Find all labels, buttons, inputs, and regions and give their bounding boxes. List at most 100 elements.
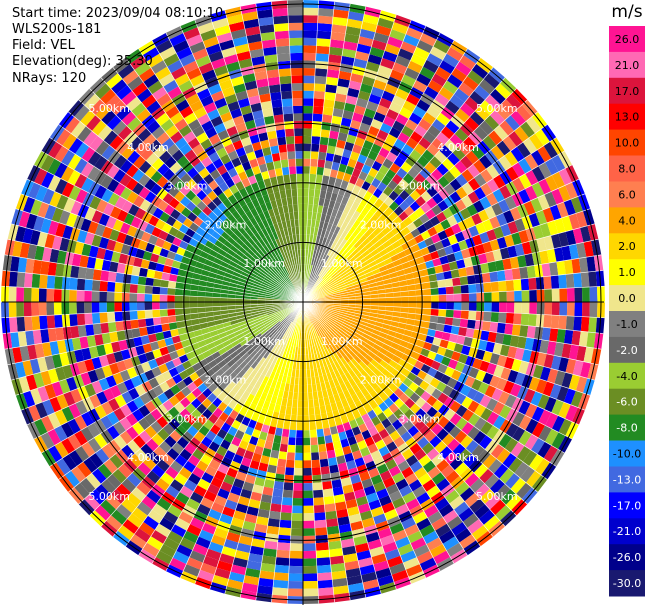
- ray-gate: [310, 282, 316, 290]
- ray-gate: [461, 302, 470, 311]
- ray-gate: [348, 326, 357, 333]
- ray-gate: [355, 97, 369, 109]
- ray-gate: [416, 39, 434, 54]
- ray-gate: [356, 222, 365, 232]
- ray-gate: [389, 69, 405, 82]
- ray-gate: [543, 276, 552, 290]
- ray-gate: [521, 241, 532, 255]
- ray-gate: [367, 150, 379, 161]
- ray-gate: [381, 90, 396, 102]
- ray-gate: [378, 265, 388, 273]
- ray-gate: [361, 164, 372, 175]
- ray-gate: [371, 160, 383, 172]
- ray-gate: [319, 252, 325, 261]
- colorbar-tick-label: 1.0: [618, 266, 636, 279]
- ray-gate: [535, 210, 548, 225]
- ray-gate: [514, 290, 522, 302]
- ray-gate: [531, 406, 545, 422]
- ray-gate: [478, 253, 488, 265]
- ray-gate: [479, 231, 490, 244]
- ray-separator: [302, 301, 605, 319]
- ray-separator: [302, 270, 604, 303]
- ray-gate: [549, 383, 562, 400]
- ray-gate: [535, 379, 548, 394]
- ray-gate: [551, 233, 562, 249]
- ray-separator: [302, 301, 599, 366]
- ray-gate: [393, 302, 402, 308]
- ray-gate: [492, 249, 503, 262]
- ray-gate: [430, 287, 439, 296]
- ray-gate: [303, 105, 314, 114]
- ray-gate: [351, 65, 366, 76]
- ray-gate: [333, 226, 341, 235]
- ray-gate: [496, 236, 508, 250]
- ray-gate: [357, 36, 374, 47]
- ray-gate: [345, 26, 362, 37]
- ray-separator: [302, 254, 602, 303]
- ray-gate: [531, 166, 546, 182]
- ray-gate: [342, 240, 351, 250]
- ray-gate: [351, 320, 360, 327]
- ray-separator: [302, 301, 580, 426]
- ray-gate: [537, 194, 550, 210]
- ray-gate: [319, 270, 326, 278]
- ray-gate: [578, 331, 589, 347]
- ray-gate: [344, 223, 353, 233]
- ray-gate: [440, 219, 451, 230]
- ray-gate: [471, 378, 483, 392]
- ray-gate: [303, 196, 309, 204]
- ray-gate: [443, 324, 453, 334]
- ray-separator: [302, 14, 397, 303]
- ray-gate: [334, 146, 344, 157]
- ray-gate: [339, 63, 354, 74]
- ray-gate: [303, 83, 315, 91]
- ray-gate: [564, 329, 574, 345]
- ray-gate: [341, 249, 349, 258]
- ray-gate: [392, 95, 406, 107]
- ray-gate: [310, 257, 315, 266]
- ray-gate: [314, 251, 320, 259]
- ray-gate: [336, 219, 345, 228]
- ray-gate: [319, 190, 327, 199]
- colorbar-tick-label: -13.0: [613, 473, 641, 486]
- ray-gate: [310, 158, 318, 167]
- ray-gate: [332, 294, 341, 298]
- ray-gate: [313, 196, 320, 206]
- ray-gate: [511, 324, 521, 337]
- ray-gate: [361, 75, 376, 87]
- ray-gate: [503, 209, 515, 224]
- ray-gate: [372, 268, 381, 275]
- ray-gate: [525, 362, 537, 377]
- ray-gate: [459, 384, 472, 397]
- ray-gate: [529, 350, 540, 365]
- ray-gate: [352, 318, 361, 324]
- ray-gate: [425, 260, 435, 269]
- ray-gate: [404, 206, 415, 217]
- ray-gate: [355, 304, 364, 309]
- ray-gate: [452, 277, 461, 287]
- ray-gate: [467, 400, 480, 413]
- ray-gate: [422, 281, 431, 290]
- ray-gate: [499, 302, 507, 313]
- ray-gate: [394, 231, 405, 241]
- ray-gate: [458, 353, 469, 365]
- ray-gate: [474, 84, 490, 100]
- ray-gate: [472, 234, 483, 246]
- ray-gate: [524, 434, 539, 450]
- ray-gate: [418, 137, 432, 150]
- ray-gate: [410, 331, 420, 340]
- ray-gate: [466, 203, 478, 217]
- ray-gate: [331, 260, 339, 269]
- ray-gate: [453, 250, 464, 261]
- ray-gate: [325, 191, 333, 200]
- ray-gate: [303, 7, 319, 16]
- ray-gate: [477, 209, 490, 223]
- ray-gate: [324, 306, 333, 310]
- ray-gate: [578, 257, 589, 273]
- ray-gate: [425, 335, 435, 344]
- ray-gate: [363, 294, 371, 299]
- ray-gate: [303, 249, 306, 257]
- ray-gate: [336, 266, 345, 274]
- ray-gate: [575, 376, 588, 393]
- ray-gate: [507, 346, 518, 359]
